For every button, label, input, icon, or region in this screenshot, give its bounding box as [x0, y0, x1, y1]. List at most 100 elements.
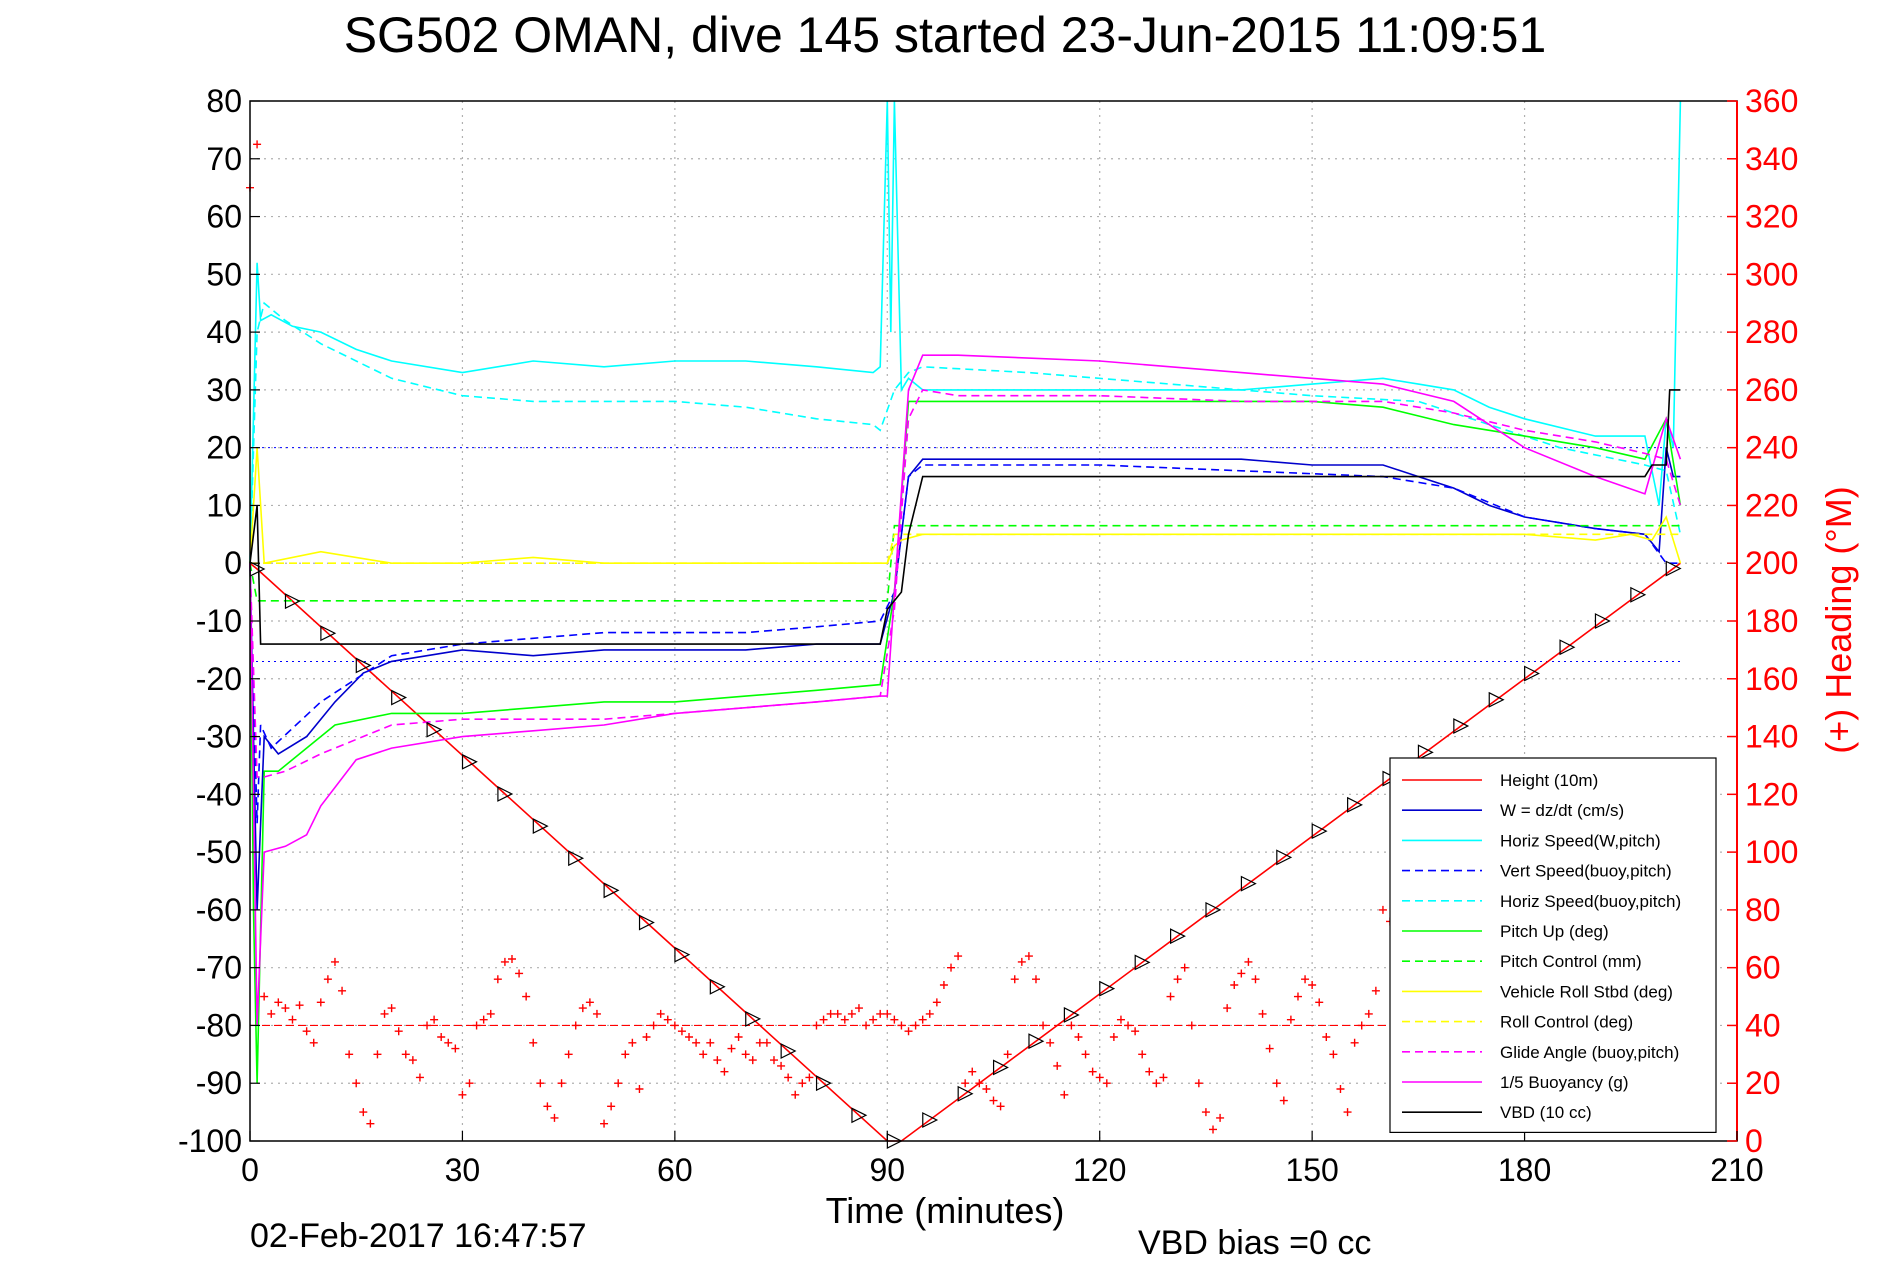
heading-point [1343, 1108, 1352, 1117]
height-marker [1276, 849, 1293, 866]
height-marker [1028, 1033, 1045, 1050]
heading-point [607, 1102, 616, 1111]
heading-point [883, 1009, 892, 1018]
height-marker [1524, 665, 1540, 682]
height-marker [1347, 796, 1363, 813]
heading-point [500, 957, 509, 966]
heading-point [862, 1021, 871, 1030]
heading-point [1251, 975, 1260, 984]
y2-tick-label: 280 [1745, 314, 1798, 350]
heading-point [833, 1009, 842, 1018]
height-marker [391, 689, 408, 706]
heading-point [1046, 1038, 1055, 1047]
y2-tick-label: 100 [1745, 834, 1798, 870]
heading-point [345, 1050, 354, 1059]
legend-label: 1/5 Buoyancy (g) [1500, 1073, 1629, 1092]
heading-point [1145, 1067, 1154, 1076]
heading-point [1293, 992, 1302, 1001]
heading-point [932, 998, 941, 1007]
x-tick-label: 180 [1498, 1152, 1551, 1188]
heading-point [755, 1038, 764, 1047]
heading-point [1301, 975, 1310, 984]
heading-point [507, 955, 516, 963]
y-tick-label: -30 [196, 719, 242, 755]
height-marker [497, 785, 514, 802]
x-axis-label: Time (minutes) [826, 1190, 1065, 1231]
heading-point [330, 957, 339, 966]
heading-point [1187, 1021, 1196, 1030]
y-tick-label: -80 [196, 1007, 242, 1043]
x-tick-label: 90 [869, 1152, 905, 1188]
y-tick-label: -50 [196, 834, 242, 870]
heading-point [663, 1015, 672, 1024]
heading-point [1166, 992, 1175, 1001]
series-line [249, 100, 1682, 564]
heading-point [854, 1004, 863, 1013]
heading-point [437, 1033, 446, 1041]
heading-point [1378, 905, 1387, 914]
heading-point [352, 1079, 361, 1088]
height-marker [851, 1107, 868, 1124]
height-marker [1240, 875, 1257, 892]
y-tick-label: -70 [196, 950, 242, 986]
footer-timestamp: 02-Feb-2017 16:47:57 [250, 1217, 586, 1255]
y2-tick-label: 240 [1745, 430, 1798, 466]
heading-point [614, 1079, 623, 1088]
height-marker [780, 1043, 797, 1059]
heading-point [1279, 1096, 1288, 1105]
series-line [249, 524, 1681, 602]
heading-point [1074, 1033, 1083, 1041]
x-tick-label: 30 [445, 1152, 481, 1188]
heading-point [1201, 1108, 1210, 1117]
heading-point [1031, 975, 1040, 984]
heading-point [1237, 969, 1246, 978]
heading-point [493, 975, 502, 984]
height-marker [532, 818, 549, 835]
heading-point [1364, 1009, 1373, 1018]
y2-tick-label: 80 [1745, 892, 1781, 928]
heading-point [1088, 1067, 1097, 1076]
heading-point [1180, 963, 1189, 972]
y-tick-label: -20 [196, 661, 242, 697]
heading-point [1039, 1021, 1048, 1030]
heading-point [423, 1021, 432, 1030]
heading-point [692, 1038, 701, 1047]
heading-point [1109, 1033, 1118, 1041]
height-marker [1559, 639, 1576, 656]
heading-point [387, 1004, 396, 1013]
heading-point [515, 969, 524, 978]
heading-point [670, 1021, 679, 1030]
y2-tick-label: 200 [1745, 545, 1798, 581]
heading-point [720, 1067, 729, 1076]
heading-point [939, 981, 948, 989]
heading-point [472, 1021, 481, 1030]
heading-point [1244, 957, 1253, 966]
y2-tick-label: 60 [1745, 950, 1781, 986]
heading-point [1010, 975, 1019, 984]
heading-point [1258, 1009, 1267, 1018]
heading-point [260, 992, 269, 1001]
x-tick-label: 210 [1710, 1152, 1763, 1188]
y-tick-label: -40 [196, 776, 242, 812]
y2-tick-label: 300 [1745, 256, 1798, 292]
legend-label: Pitch Control (mm) [1500, 952, 1642, 971]
y2-tick-label: 220 [1745, 487, 1798, 523]
heading-point [451, 1044, 460, 1053]
heading-point [1017, 957, 1026, 966]
heading-point [394, 1027, 403, 1036]
legend-box [1389, 757, 1717, 1133]
height-marker [284, 593, 301, 610]
heading-point [1272, 1079, 1281, 1088]
heading-point [777, 1061, 786, 1070]
legend-label: Roll Control (deg) [1500, 1013, 1633, 1032]
heading-point [1152, 1079, 1161, 1088]
heading-point [741, 1050, 750, 1059]
heading-point [1124, 1021, 1133, 1030]
height-marker [638, 914, 655, 931]
heading-point [529, 1038, 538, 1047]
y-tick-label: 70 [206, 141, 242, 177]
y2-tick-label: 340 [1745, 141, 1798, 177]
height-marker [1099, 980, 1116, 997]
height-marker [709, 978, 726, 995]
height-marker [674, 946, 691, 963]
